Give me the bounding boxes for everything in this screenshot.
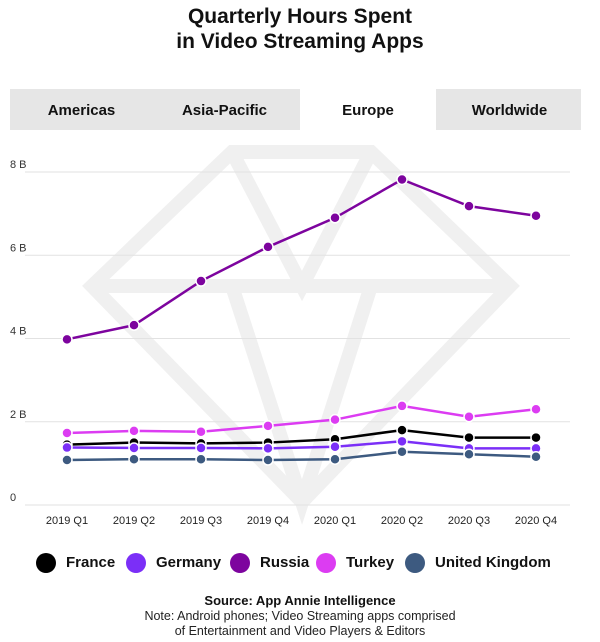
point-turkey	[463, 411, 475, 423]
y-axis-labels: 0 2 B 4 B 6 B 8 B	[10, 159, 27, 504]
diamond-logo-icon	[82, 145, 520, 525]
tab-europe[interactable]: Europe	[300, 85, 436, 130]
point-united-kingdom	[329, 453, 341, 465]
legend-dot-germany	[126, 553, 146, 573]
tab-worldwide[interactable]: Worldwide	[471, 102, 548, 119]
point-turkey	[329, 413, 341, 426]
y-tick-label: 8 B	[10, 159, 27, 171]
legend-dot-france	[36, 553, 56, 573]
point-united-kingdom	[128, 453, 140, 465]
chart-title: Quarterly Hours Spent in Video Streaming…	[0, 4, 600, 54]
point-united-kingdom	[61, 454, 73, 466]
legend: France Germany Russia Turkey United King…	[0, 548, 600, 578]
point-russia	[195, 275, 207, 287]
tab-asia-pacific[interactable]: Asia-Pacific	[181, 102, 268, 119]
note-line-2: of Entertainment and Video Players & Edi…	[174, 624, 426, 638]
title-line-1: Quarterly Hours Spent	[187, 5, 413, 28]
point-russia	[530, 209, 542, 222]
point-turkey	[128, 425, 140, 437]
x-tick-label: 2020 Q3	[448, 515, 490, 527]
point-france	[530, 431, 542, 444]
point-germany	[195, 442, 207, 454]
point-russia	[463, 200, 475, 212]
point-russia	[61, 333, 73, 346]
legend-dot-russia	[230, 553, 250, 573]
point-germany	[262, 442, 274, 455]
legend-label-turkey: Turkey	[346, 554, 395, 571]
point-united-kingdom	[396, 445, 408, 458]
x-tick-label: 2020 Q1	[314, 515, 356, 527]
point-russia	[329, 212, 341, 224]
legend-label-russia: Russia	[260, 554, 310, 571]
legend-dot-turkey	[316, 553, 336, 573]
series-line-turkey	[66, 404, 537, 435]
x-tick-label: 2019 Q1	[46, 515, 88, 527]
line-chart: 02 B4 B6 B8 B 2019 Q1 2019 Q2 2019 Q3 2019 …	[10, 145, 570, 527]
point-russia	[396, 173, 408, 186]
source-text: Source: App Annie Intelligence	[204, 593, 396, 608]
point-germany	[329, 440, 341, 453]
point-france	[463, 431, 475, 444]
point-germany	[396, 435, 408, 448]
x-axis-labels: 2019 Q1 2019 Q2 2019 Q3 2019 Q4 2020 Q1 2020 …	[46, 515, 557, 527]
y-tick-label: 6 B	[10, 242, 27, 254]
point-france	[396, 424, 408, 436]
point-turkey	[195, 425, 207, 438]
grid-lines	[25, 171, 570, 506]
y-tick-label: 0	[10, 492, 16, 504]
diamond-outline	[82, 145, 520, 513]
legend-label-france: France	[66, 554, 116, 571]
diamond-pavilion	[225, 283, 378, 525]
point-russia	[262, 241, 274, 253]
point-united-kingdom	[463, 448, 475, 460]
point-united-kingdom	[195, 453, 207, 465]
x-tick-label: 2019 Q2	[113, 515, 155, 527]
point-germany	[128, 442, 140, 454]
point-turkey	[262, 420, 274, 432]
point-united-kingdom	[262, 454, 274, 466]
y-tick-label: 4 B	[10, 326, 27, 338]
note-line-1: Note: Android phones; Video Streaming ap…	[144, 609, 456, 623]
point-germany	[61, 441, 73, 454]
point-united-kingdom	[530, 450, 542, 463]
point-turkey	[61, 427, 73, 439]
series-line-russia	[66, 178, 537, 341]
legend-label-germany: Germany	[156, 554, 222, 571]
x-tick-label: 2020 Q2	[381, 515, 423, 527]
note-text: Note: Android phones; Video Streaming ap…	[0, 609, 600, 639]
series-line-germany	[66, 440, 536, 450]
legend-dot-united-kingdom	[405, 553, 425, 573]
series-lines	[61, 173, 542, 466]
series-line-united-kingdom	[66, 450, 537, 462]
x-tick-label: 2020 Q4	[515, 515, 557, 527]
series-line-france	[66, 428, 536, 446]
diamond-crown	[225, 148, 378, 302]
x-tick-label: 2019 Q4	[247, 515, 289, 527]
point-turkey	[396, 400, 408, 412]
title-line-2: in Video Streaming Apps	[176, 30, 424, 53]
point-turkey	[530, 403, 542, 416]
point-russia	[128, 319, 140, 331]
legend-label-united-kingdom: United Kingdom	[435, 554, 551, 571]
x-tick-label: 2019 Q3	[180, 515, 222, 527]
tab-americas[interactable]: Americas	[47, 102, 116, 119]
y-tick-label: 2 B	[10, 409, 27, 421]
region-tabs: Americas Asia-Pacific Europe Worldwide	[10, 85, 581, 130]
